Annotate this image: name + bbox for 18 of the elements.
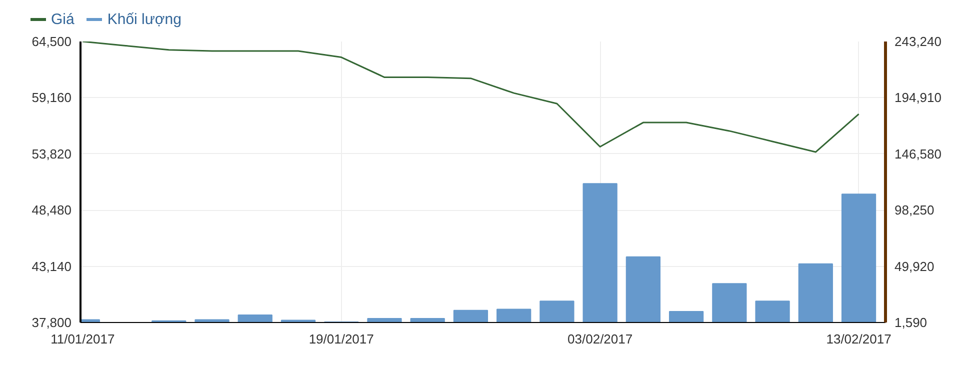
x-tick-label: 19/01/2017: [308, 332, 374, 346]
y2-tick-label: 194,910: [894, 90, 942, 106]
y-tick-label: 43,140: [32, 258, 72, 274]
y2-tick-label: 146,580: [894, 146, 942, 162]
y2-tick-label: 243,240: [894, 34, 942, 49]
y-tick-label: 37,800: [32, 315, 72, 330]
legend-label: Khối lượng: [107, 10, 182, 28]
y2-tick-label: 49,920: [894, 258, 934, 274]
y-tick-label: 64,500: [32, 34, 72, 49]
x-tick-label: 13/02/2017: [826, 332, 892, 346]
y-tick-label: 59,160: [32, 90, 72, 106]
y2-tick-label: 98,250: [894, 202, 934, 218]
legend-label: Giá: [51, 10, 74, 28]
y-tick-label: 53,820: [32, 146, 72, 162]
x-tick-label: 03/02/2017: [568, 332, 633, 346]
x-tick-label: 11/01/2017: [50, 332, 115, 346]
y-tick-label: 48,480: [32, 202, 72, 218]
y2-tick-label: 1,590: [894, 315, 928, 330]
